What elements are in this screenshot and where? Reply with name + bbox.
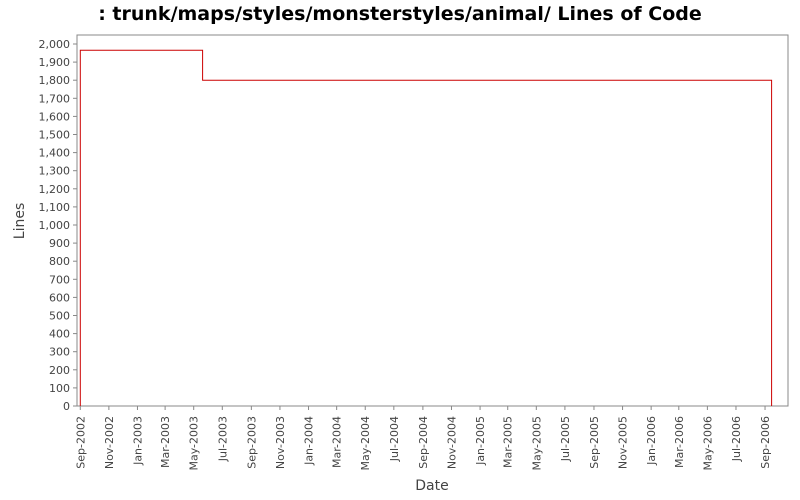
x-tick-label: Nov-2003 — [274, 416, 287, 469]
x-tick-label: May-2003 — [188, 416, 201, 471]
x-tick-label: Mar-2003 — [159, 416, 172, 468]
x-tick-label: Nov-2002 — [103, 416, 116, 469]
y-tick-label: 1,100 — [39, 201, 71, 214]
x-tick-label: Sep-2006 — [759, 416, 772, 469]
y-tick-label: 2,000 — [39, 38, 71, 51]
y-tick-label: 0 — [63, 400, 70, 413]
y-tick-label: 200 — [49, 364, 70, 377]
y-tick-label: 1,500 — [39, 129, 71, 142]
chart-title: : trunk/maps/styles/monsterstyles/animal… — [98, 3, 702, 25]
x-tick-label: Mar-2004 — [331, 416, 344, 468]
x-tick-label: Jul-2003 — [216, 416, 229, 462]
series-line — [79, 49, 773, 406]
x-tick-label: Jan-2004 — [303, 416, 316, 466]
x-tick-label: Jul-2006 — [730, 416, 743, 462]
x-axis: Sep-2002 Nov-2002 Jan-2003 Mar-2003 May-2003… — [74, 406, 772, 471]
x-tick-label: Sep-2003 — [245, 416, 258, 469]
x-tick-label: Nov-2005 — [617, 416, 630, 469]
y-tick-label: 900 — [49, 237, 70, 250]
x-tick-label: Mar-2005 — [502, 416, 515, 468]
x-tick-label: Jul-2004 — [388, 416, 401, 462]
y-tick-label: 1,600 — [39, 110, 71, 123]
plot-area — [76, 34, 789, 407]
y-tick-label: 1,400 — [39, 147, 71, 160]
y-tick-label: 1,000 — [39, 219, 71, 232]
x-tick-label: May-2005 — [530, 416, 543, 471]
y-tick-label: 1,700 — [39, 92, 71, 105]
y-axis-label: Lines — [12, 203, 28, 239]
y-tick-label: 300 — [49, 346, 70, 359]
x-tick-label: Jul-2005 — [559, 416, 572, 462]
x-tick-label: Jan-2006 — [645, 416, 658, 466]
x-tick-label: Mar-2006 — [673, 416, 686, 468]
y-tick-label: 700 — [49, 273, 70, 286]
x-axis-label: Date — [415, 478, 448, 494]
y-tick-label: 1,300 — [39, 165, 71, 178]
y-tick-label: 100 — [49, 382, 70, 395]
x-tick-label: Sep-2005 — [588, 416, 601, 469]
y-tick-label: 1,800 — [39, 74, 71, 87]
series-layer — [79, 49, 773, 406]
y-tick-label: 600 — [49, 291, 70, 304]
x-tick-label: Sep-2004 — [417, 416, 430, 469]
y-tick-label: 400 — [49, 328, 70, 341]
x-tick-label: Nov-2004 — [445, 416, 458, 469]
y-axis: 0 100 200 300 400 500 600 700 800 900 1,000 1,100 1,… — [39, 38, 77, 413]
x-tick-label: Jan-2005 — [474, 416, 487, 466]
x-tick-label: May-2006 — [701, 416, 714, 471]
x-tick-label: Sep-2002 — [74, 416, 87, 469]
x-tick-label: Jan-2003 — [131, 416, 144, 466]
y-tick-label: 800 — [49, 255, 70, 268]
x-tick-label: May-2004 — [359, 416, 372, 471]
y-tick-label: 1,200 — [39, 183, 71, 196]
y-tick-label: 500 — [49, 310, 70, 323]
y-tick-label: 1,900 — [39, 56, 71, 69]
